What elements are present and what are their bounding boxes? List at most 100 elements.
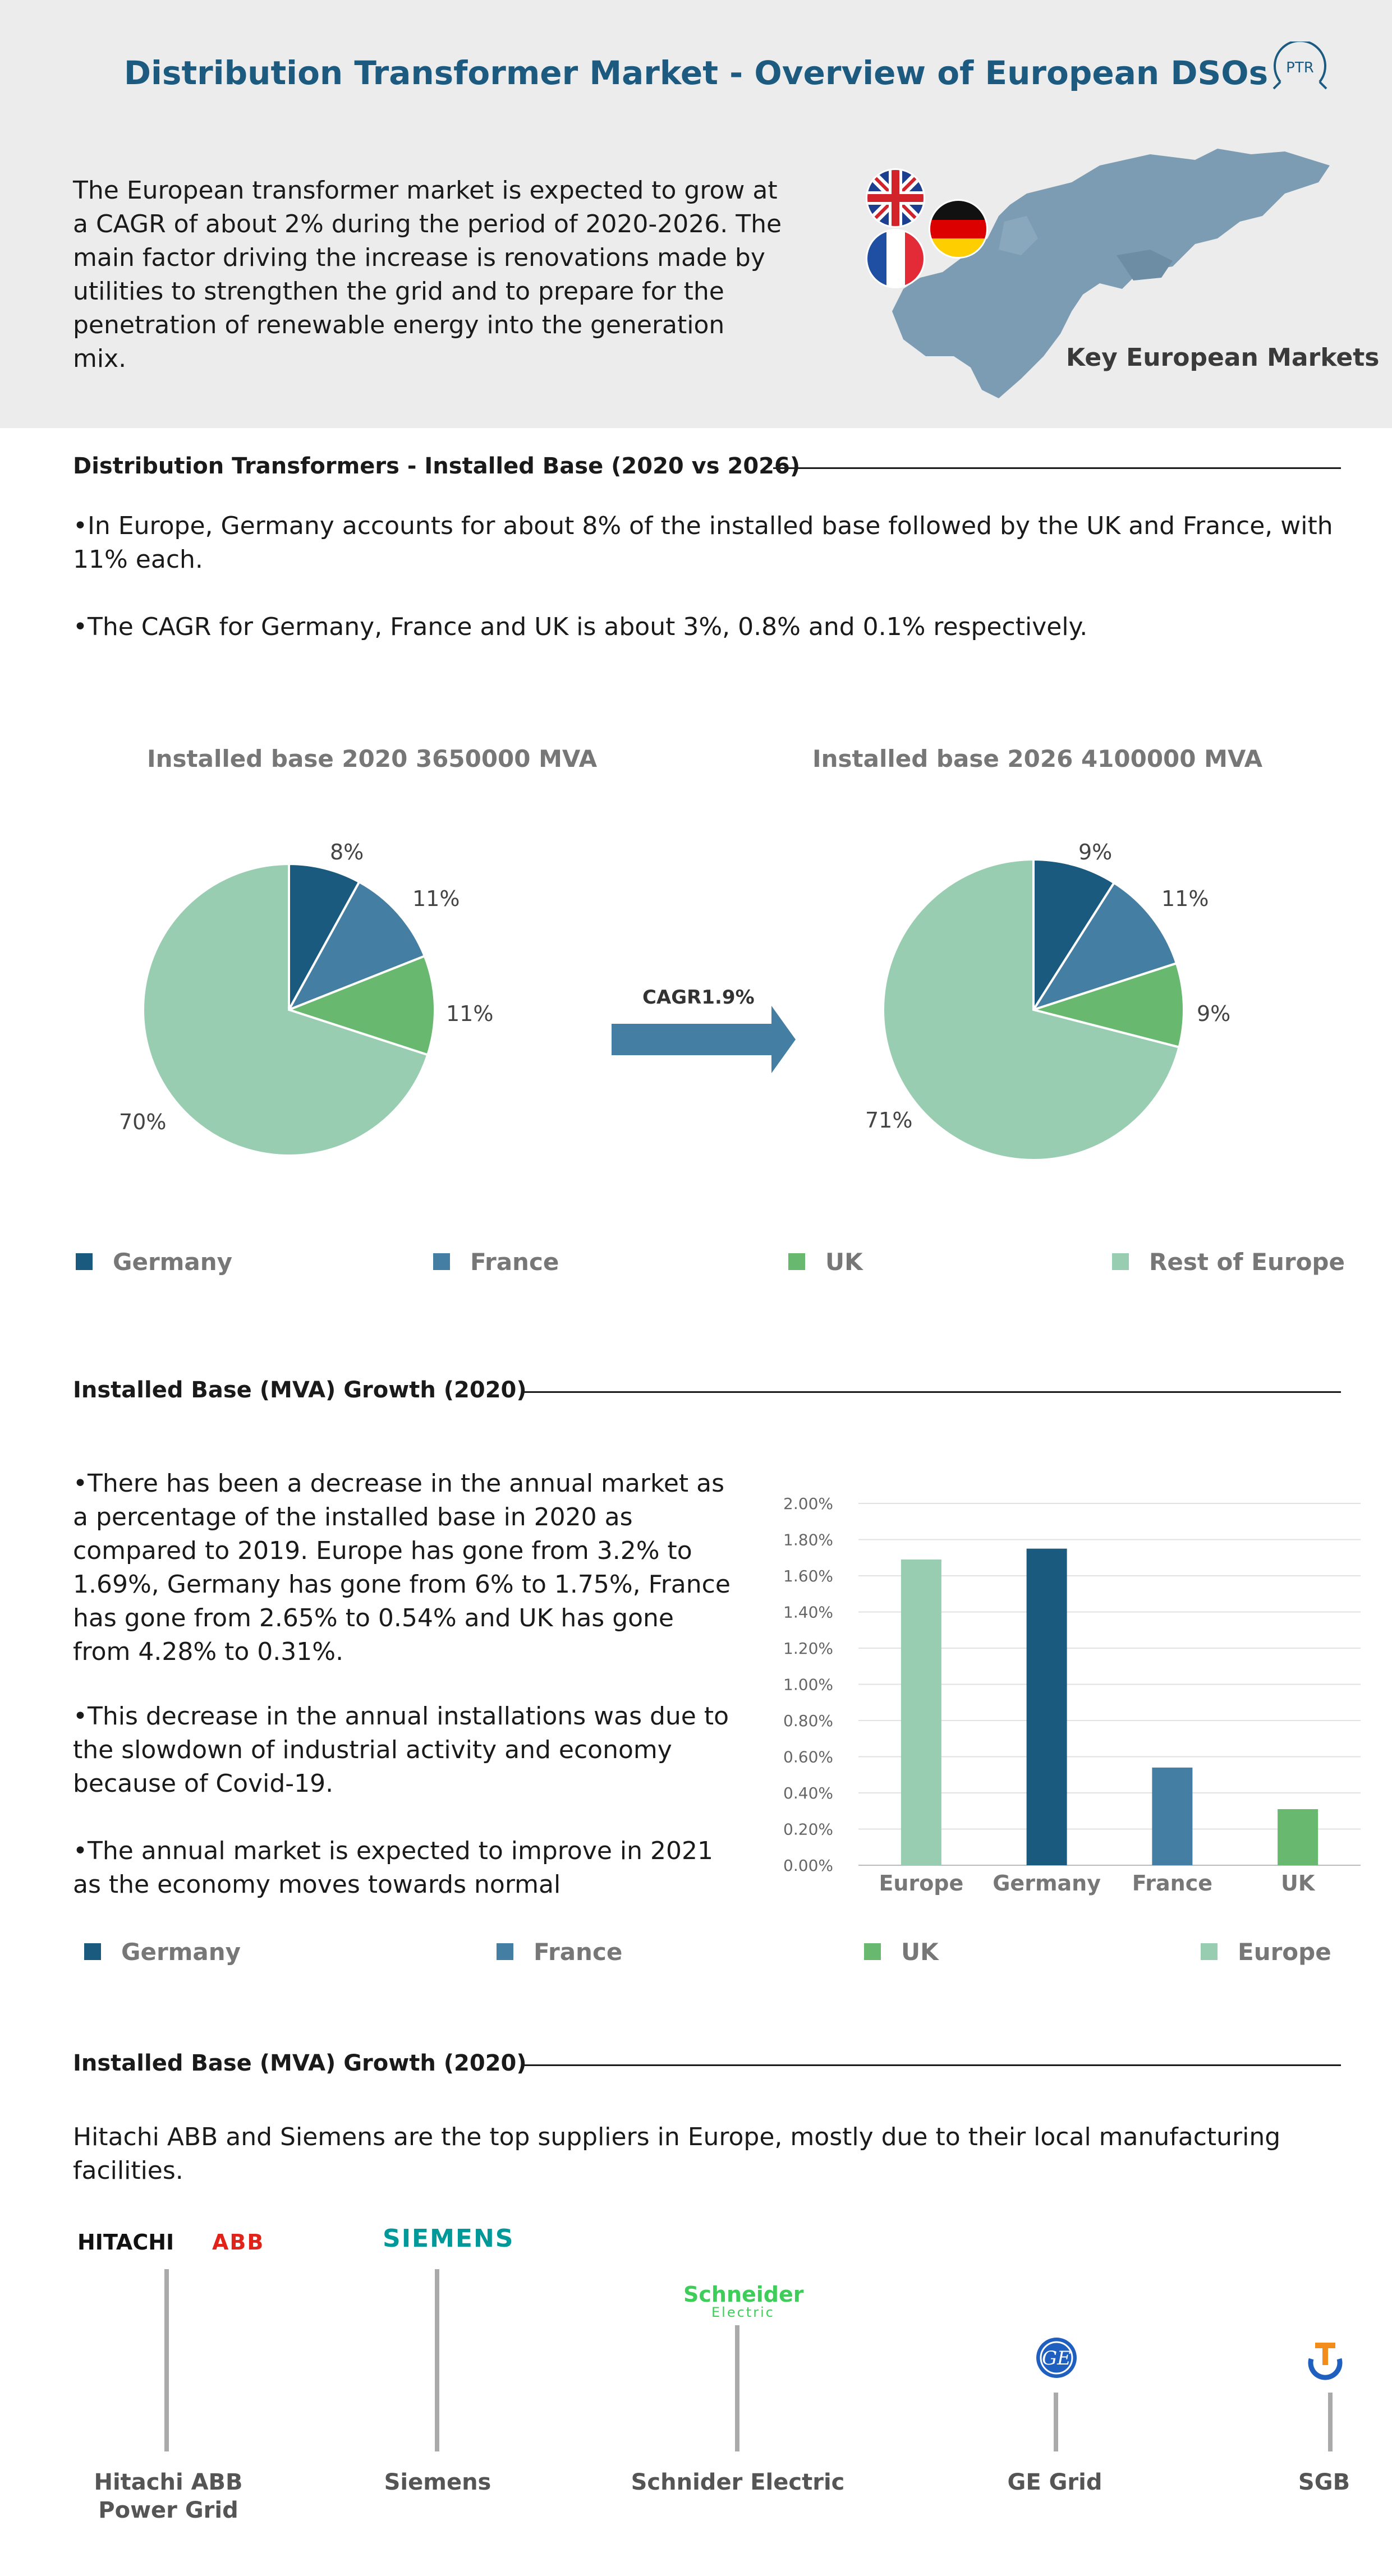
- pie-slice-france: [286, 880, 426, 1012]
- ge-logo-icon: GE: [1035, 2336, 1078, 2381]
- section1-rule: [773, 467, 1341, 469]
- legend-rest: Rest of Europe: [1112, 1248, 1345, 1276]
- section3-heading: Installed Base (MVA) Growth (2020): [73, 2050, 527, 2076]
- supplier-stem-sgb: [1328, 2393, 1333, 2451]
- y-tick-label: 0.20%: [783, 1820, 833, 1839]
- pie2-label-rest: 71%: [865, 1108, 913, 1133]
- bar-germany: [1026, 1548, 1067, 1865]
- legend-swatch: [788, 1253, 805, 1270]
- legend-label: UK: [825, 1248, 863, 1276]
- bar-uk: [1278, 1809, 1319, 1865]
- pie1-label-france: 11%: [412, 886, 460, 911]
- pie-charts: [142, 858, 1185, 1161]
- legend-swatch: [1201, 1943, 1218, 1960]
- map-label: Key European Markets: [1066, 343, 1380, 372]
- legend-label: France: [470, 1248, 559, 1276]
- pie-slice-germany: [288, 862, 361, 1010]
- pie-slice-rest-of-europe: [142, 862, 429, 1157]
- ptr-logo: PTR: [1269, 39, 1331, 92]
- y-tick-label: 1.80%: [783, 1531, 833, 1549]
- supplier-ge: GE Grid: [1007, 2469, 1102, 2495]
- europe-map: [858, 143, 1335, 407]
- y-tick-label: 1.60%: [783, 1567, 833, 1585]
- bar-legend-germany: Germany: [84, 1938, 241, 1966]
- pie-slice-rest-of-europe: [882, 858, 1181, 1161]
- y-tick-label: 1.00%: [783, 1676, 833, 1694]
- supplier-stem-siemens: [435, 2269, 439, 2451]
- svg-text:GE: GE: [1042, 2347, 1071, 2370]
- section2-heading: Installed Base (MVA) Growth (2020): [73, 1377, 527, 1403]
- page-title: Distribution Transformer Market - Overvi…: [123, 54, 1269, 92]
- legend-france: France: [433, 1248, 559, 1276]
- bar-france: [1152, 1767, 1193, 1865]
- legend-swatch: [497, 1943, 513, 1960]
- legend-label: Germany: [113, 1248, 233, 1276]
- legend-swatch: [433, 1253, 450, 1270]
- supplier-stem-hitachi: [164, 2269, 169, 2451]
- abb-logo: ABB: [212, 2230, 265, 2255]
- section1-bullet1: •In Europe, Germany accounts for about 8…: [73, 512, 1333, 574]
- supplier-siemens: Siemens: [384, 2469, 491, 2495]
- x-tick-label: Europe: [879, 1871, 963, 1896]
- bar-legend-france: France: [497, 1938, 622, 1966]
- section2-bullet1: •There has been a decrease in the annual…: [73, 1469, 731, 1666]
- y-tick-label: 0.80%: [783, 1712, 833, 1730]
- pie1-title: Installed base 2020 3650000 MVA: [147, 745, 598, 772]
- legend-label: France: [534, 1938, 623, 1966]
- y-tick-label: 0.40%: [783, 1784, 833, 1802]
- pie-slice-germany: [1032, 858, 1116, 1014]
- legend-label: Rest of Europe: [1149, 1248, 1345, 1276]
- intro-text: The European transformer market is expec…: [73, 176, 782, 373]
- legend-germany: Germany: [76, 1248, 232, 1276]
- siemens-logo: SIEMENS: [383, 2224, 514, 2253]
- legend-label: UK: [901, 1938, 939, 1966]
- pie-slice-uk: [286, 954, 436, 1056]
- supplier-stem-ge: [1054, 2393, 1058, 2451]
- legend-swatch: [864, 1943, 881, 1960]
- legend-label: Germany: [121, 1938, 241, 1966]
- schneider-logo: Schneider: [683, 2282, 804, 2307]
- pie2-label-france: 11%: [1161, 886, 1209, 911]
- section3-rule: [522, 2064, 1341, 2066]
- pie-slice-france: [1031, 881, 1178, 1012]
- bar-legend-uk: UK: [864, 1938, 939, 1966]
- legend-label: Europe: [1238, 1938, 1331, 1966]
- pie1-label-germany: 8%: [330, 840, 364, 864]
- bar-chart: 0.00% 0.20% 0.40% 0.60% 0.80% 1.00% 1.20% 1.40%…: [783, 1494, 1361, 1896]
- pie1-label-uk: 11%: [446, 1001, 494, 1026]
- france-flag-icon: [866, 229, 925, 288]
- supplier-sgb: SGB: [1298, 2469, 1350, 2495]
- x-tick-label: France: [1132, 1871, 1212, 1896]
- section3-text: Hitachi ABB and Siemens are the top supp…: [73, 2123, 1281, 2185]
- legend-swatch: [84, 1943, 101, 1960]
- germany-flag-icon: [929, 199, 988, 259]
- y-tick-label: 2.00%: [783, 1494, 833, 1513]
- pie2-title: Installed base 2026 4100000 MVA: [812, 745, 1263, 772]
- y-tick-label: 0.60%: [783, 1748, 833, 1767]
- hitachi-logo: HITACHI: [77, 2230, 174, 2255]
- pie-slice-uk: [1029, 962, 1185, 1049]
- cagr-arrow: [612, 1006, 796, 1073]
- pie-2020: [142, 862, 436, 1157]
- sgb-logo-icon: [1303, 2339, 1348, 2386]
- pie2-label-uk: 9%: [1197, 1001, 1231, 1026]
- section1-heading: Distribution Transformers - Installed Ba…: [73, 453, 801, 479]
- pie2-label-germany: 9%: [1078, 840, 1113, 864]
- y-tick-label: 1.20%: [783, 1639, 833, 1658]
- y-tick-label: 0.00%: [783, 1856, 833, 1875]
- pie1-label-rest: 70%: [119, 1110, 167, 1134]
- schneider-logo-sub: Electric: [711, 2304, 775, 2320]
- bar-x-labels: Europe Germany France UK: [879, 1871, 1315, 1896]
- supplier-stem-schneider: [735, 2325, 739, 2451]
- section2-bullet2: •This decrease in the annual installatio…: [73, 1702, 729, 1798]
- bar-series: [901, 1548, 1319, 1865]
- supplier-schneider: Schnider Electric: [631, 2469, 845, 2495]
- supplier-hitachi: Hitachi ABB Power Grid: [94, 2469, 243, 2523]
- logo-text: PTR: [1286, 59, 1314, 76]
- pie-2026: [882, 858, 1185, 1161]
- legend-swatch: [76, 1253, 93, 1270]
- legend-uk: UK: [788, 1248, 863, 1276]
- section1-bullet2: •The CAGR for Germany, France and UK is …: [73, 613, 1088, 641]
- x-tick-label: Germany: [993, 1871, 1101, 1896]
- section2-bullet3: •The annual market is expected to improv…: [73, 1837, 713, 1899]
